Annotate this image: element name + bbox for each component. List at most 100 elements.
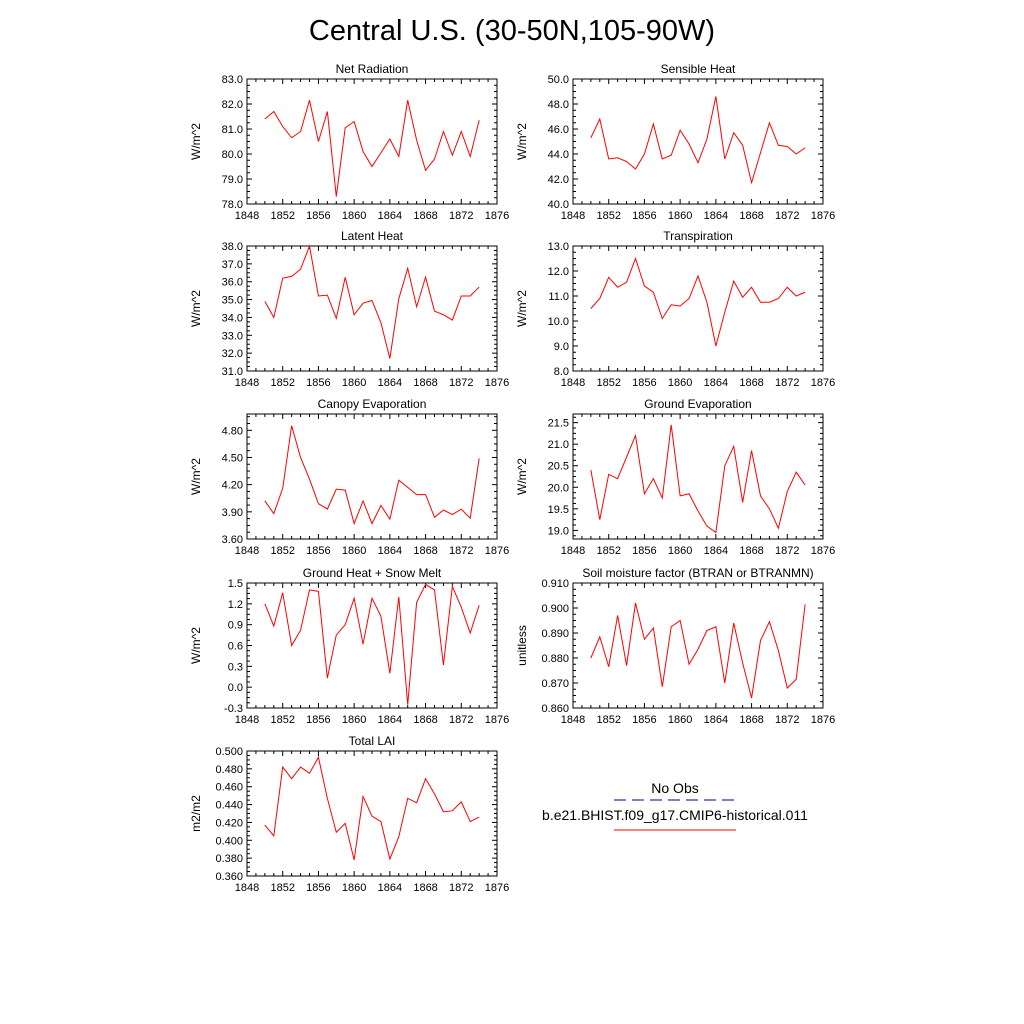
- x-tick-label: 1856: [306, 882, 330, 894]
- x-tick-label: 1876: [485, 210, 509, 222]
- x-tick-label: 1868: [413, 714, 437, 726]
- y-tick-label: 37.0: [222, 259, 243, 271]
- x-tick-label: 1852: [596, 377, 620, 389]
- x-tick-label: 1868: [413, 882, 437, 894]
- panel-title: Latent Heat: [341, 229, 404, 243]
- y-tick-label: 1.2: [228, 599, 243, 611]
- x-tick-label: 1872: [449, 377, 473, 389]
- panel-0: 1848 1852 1856 1860 1864 1868 1872 1876 78.0 79.0…: [189, 62, 509, 222]
- x-tick-label: 1876: [811, 377, 835, 389]
- y-tick-label: 3.90: [222, 507, 243, 519]
- y-tick-label: 0.9: [228, 620, 243, 632]
- x-tick-label: 1856: [306, 545, 330, 557]
- x-tick-label: 1864: [704, 714, 728, 726]
- series-line: [264, 100, 480, 197]
- x-tick-label: 1860: [342, 377, 366, 389]
- y-tick-label: 38.0: [222, 241, 243, 253]
- x-tick-label: 1876: [485, 545, 509, 557]
- panel-4: 1848 1852 1856 1860 1864 1868 1872 1876 3.60 3.90…: [189, 397, 509, 557]
- x-tick-label: 1860: [342, 882, 366, 894]
- y-tick-label: 20.5: [548, 461, 569, 473]
- y-tick-label: 19.0: [548, 525, 569, 537]
- y-tick-label: 21.0: [548, 439, 569, 451]
- y-tick-label: 0.360: [215, 871, 243, 883]
- x-tick-label: 1864: [704, 377, 728, 389]
- y-tick-label: 19.5: [548, 504, 569, 516]
- x-tick-label: 1864: [378, 210, 402, 222]
- x-tick-label: 1860: [342, 545, 366, 557]
- panel-1: 1848 1852 1856 1860 1864 1868 1872 1876 40.0 42.0…: [515, 62, 835, 222]
- figure-title: Central U.S. (30-50N,105-90W): [309, 15, 715, 47]
- y-axis-label: W/m^2: [189, 627, 203, 664]
- series-line: [264, 755, 480, 861]
- x-tick-label: 1872: [449, 210, 473, 222]
- x-tick-label: 1864: [704, 210, 728, 222]
- x-tick-label: 1864: [378, 714, 402, 726]
- x-tick-label: 1860: [668, 545, 692, 557]
- x-tick-label: 1876: [485, 377, 509, 389]
- x-tick-label: 1864: [704, 545, 728, 557]
- x-tick-label: 1868: [739, 714, 763, 726]
- y-tick-label: 40.0: [548, 199, 569, 211]
- y-axis-label: W/m^2: [189, 290, 203, 327]
- y-tick-label: 0.870: [541, 678, 569, 690]
- y-tick-label: 31.0: [222, 366, 243, 378]
- y-tick-label: 10.0: [548, 316, 569, 328]
- panel-3: 1848 1852 1856 1860 1864 1868 1872 1876 8.0 9.0 10…: [515, 229, 835, 389]
- y-tick-label: 8.0: [554, 366, 569, 378]
- x-tick-label: 1860: [668, 210, 692, 222]
- x-tick-label: 1864: [378, 882, 402, 894]
- y-tick-label: 0.380: [215, 853, 243, 865]
- y-tick-label: 4.20: [222, 480, 243, 492]
- x-tick-label: 1852: [270, 714, 294, 726]
- y-tick-label: 42.0: [548, 174, 569, 186]
- y-tick-label: 0.480: [215, 764, 243, 776]
- x-tick-label: 1848: [561, 210, 585, 222]
- y-tick-label: 81.0: [222, 124, 243, 136]
- panel-5: 1848 1852 1856 1860 1864 1868 1872 1876 19.0 19.5…: [515, 397, 835, 557]
- plot-frame: [572, 413, 824, 540]
- x-tick-label: 1872: [449, 714, 473, 726]
- y-tick-label: 0.420: [215, 817, 243, 829]
- y-tick-label: 0.6: [228, 641, 243, 653]
- y-axis-label: W/m^2: [515, 458, 529, 495]
- y-tick-label: 20.0: [548, 482, 569, 494]
- y-tick-label: 4.80: [222, 425, 243, 437]
- x-tick-label: 1852: [596, 210, 620, 222]
- series-line: [590, 96, 806, 185]
- y-tick-label: 0.880: [541, 653, 569, 665]
- y-tick-label: 0.3: [228, 661, 243, 673]
- y-tick-label: 0.460: [215, 782, 243, 794]
- y-tick-label: 78.0: [222, 199, 243, 211]
- x-tick-label: 1860: [668, 377, 692, 389]
- y-tick-label: 0.440: [215, 800, 243, 812]
- series-line: [590, 256, 806, 347]
- x-tick-label: 1876: [811, 210, 835, 222]
- panel-title: Transpiration: [663, 229, 733, 243]
- y-tick-label: 0.0: [228, 682, 243, 694]
- y-axis-label: W/m^2: [515, 290, 529, 327]
- y-tick-label: 11.0: [548, 291, 569, 303]
- x-tick-label: 1848: [561, 377, 585, 389]
- x-tick-label: 1872: [449, 882, 473, 894]
- plot-frame: [572, 245, 824, 372]
- x-tick-label: 1848: [235, 210, 259, 222]
- x-tick-label: 1848: [561, 714, 585, 726]
- y-tick-label: 80.0: [222, 149, 243, 161]
- x-tick-label: 1868: [413, 545, 437, 557]
- x-tick-label: 1868: [413, 210, 437, 222]
- y-axis-label: W/m^2: [189, 458, 203, 495]
- x-tick-label: 1876: [811, 545, 835, 557]
- y-tick-label: 48.0: [548, 99, 569, 111]
- x-tick-label: 1872: [775, 377, 799, 389]
- x-tick-label: 1856: [632, 377, 656, 389]
- series-line: [264, 244, 480, 359]
- x-tick-label: 1868: [739, 210, 763, 222]
- y-tick-label: 0.500: [215, 746, 243, 758]
- legend: No Obs b.e21.BHIST.f09_g17.CMIP6-histori…: [542, 780, 808, 831]
- panels: 1848 1852 1856 1860 1864 1868 1872 1876 78.0 79.0…: [189, 62, 835, 894]
- y-axis-label: W/m^2: [189, 123, 203, 160]
- y-axis-label: unitless: [515, 625, 529, 666]
- y-tick-label: 12.0: [548, 266, 569, 278]
